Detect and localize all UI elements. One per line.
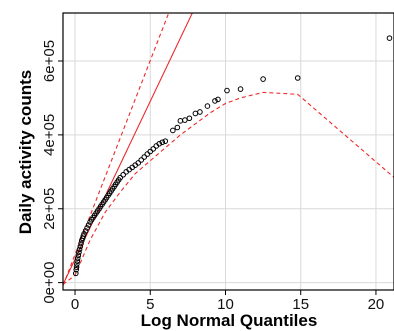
y-tick-label-3: 6e+05 <box>41 40 58 82</box>
x-tick-label-1: 5 <box>146 296 154 313</box>
data-point-63 <box>215 96 221 103</box>
series-layer <box>63 13 394 286</box>
plot-frame <box>62 12 394 291</box>
data-point-51 <box>156 140 163 147</box>
x-axis-title: Log Normal Quantiles <box>141 311 318 330</box>
data-point-5 <box>74 255 81 262</box>
data-point-1 <box>73 266 80 273</box>
y-axis: 0e+00 2e+05 4e+05 6e+05 <box>41 40 63 304</box>
grid-lines <box>63 13 394 290</box>
x-tick-label-0: 0 <box>71 296 79 313</box>
data-point-54 <box>170 127 176 134</box>
data-point-61 <box>204 103 211 109</box>
y-axis-title: Daily activity counts <box>16 70 35 234</box>
y-tick-label-1: 2e+05 <box>41 188 58 230</box>
lower-envelope <box>63 91 394 285</box>
data-point-0 <box>72 270 79 277</box>
data-point-45 <box>138 157 145 163</box>
data-point-15 <box>82 228 89 234</box>
data-point-57 <box>182 117 188 123</box>
data-point-2 <box>73 264 80 270</box>
data-point-59 <box>192 110 199 117</box>
data-point-17 <box>85 222 92 228</box>
reference-line <box>63 13 193 285</box>
data-point-7 <box>76 249 82 256</box>
data-point-62 <box>212 98 218 104</box>
y-tick-label-0: 0e+00 <box>41 262 58 304</box>
data-point-66 <box>260 76 266 82</box>
x-axis: 0 5 10 15 20 <box>71 290 384 313</box>
data-point-6 <box>75 252 82 259</box>
data-point-8 <box>76 246 83 253</box>
y-tick-label-2: 4e+05 <box>41 114 58 156</box>
data-point-38 <box>117 174 123 181</box>
data-point-55 <box>174 124 181 131</box>
data-point-10 <box>78 240 84 247</box>
data-point-3 <box>74 261 80 267</box>
data-point-65 <box>237 86 244 92</box>
x-tick-label-4: 20 <box>368 296 385 313</box>
data-point-64 <box>224 87 230 94</box>
points-layer <box>72 35 393 277</box>
data-point-58 <box>186 115 193 122</box>
data-point-68 <box>386 35 393 41</box>
data-point-47 <box>144 151 151 157</box>
data-point-39 <box>120 171 126 178</box>
data-point-49 <box>150 146 157 152</box>
data-point-56 <box>177 118 184 124</box>
data-point-44 <box>135 160 142 166</box>
data-point-67 <box>294 75 301 81</box>
data-point-16 <box>84 225 90 231</box>
data-point-4 <box>74 258 81 264</box>
data-point-60 <box>197 109 203 115</box>
x-tick-label-3: 15 <box>292 296 309 313</box>
data-point-52 <box>159 139 166 146</box>
data-point-14 <box>81 231 87 237</box>
data-point-53 <box>162 138 169 144</box>
data-point-46 <box>141 154 148 160</box>
x-tick-label-2: 10 <box>217 296 234 313</box>
data-point-9 <box>77 243 84 250</box>
